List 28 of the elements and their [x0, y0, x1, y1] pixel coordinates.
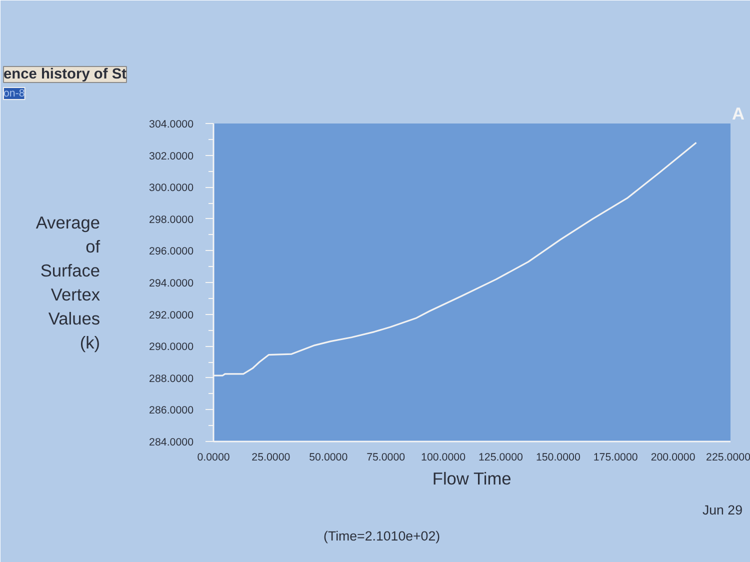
y-tick-label: 290.0000 [149, 341, 194, 354]
y-tick-label: 302.0000 [149, 150, 194, 162]
x-tick-label: 175.0000 [593, 452, 638, 464]
x-tick-label: 0.0000 [197, 452, 230, 464]
text: Jun 29 [702, 502, 743, 518]
x-tick-label: 150.0000 [536, 452, 580, 464]
y-tick-label: 286.0000 [149, 404, 194, 417]
text: (Time=2.1010e+02) [324, 528, 440, 544]
x-tick-label: 50.0000 [309, 452, 348, 464]
text: ence history of St [4, 66, 127, 82]
y-tick-label: 294.0000 [149, 278, 194, 290]
x-tick-label: 75.0000 [366, 452, 406, 464]
y-tick-label: 296.0000 [149, 246, 194, 258]
y-tick-label: 292.0000 [149, 309, 194, 322]
y-tick-label: 304.0000 [149, 118, 194, 130]
y-tick-label: 300.0000 [149, 182, 194, 194]
y-tick-label: 288.0000 [149, 372, 194, 385]
x-tick-label: 25.0000 [252, 452, 290, 464]
y-tick-label: 298.0000 [149, 214, 194, 226]
x-tick-label: 200.0000 [650, 452, 696, 464]
x-tick-label: 125.0000 [478, 452, 524, 464]
y-tick-label: 284.0000 [149, 436, 194, 448]
x-axis-title: Flow Time [432, 468, 512, 488]
x-tick-label: 100.0000 [421, 452, 466, 464]
x-tick-label: 225.0000 [706, 452, 750, 464]
text: on-8 [4, 88, 25, 100]
text: A [732, 104, 745, 124]
y-axis-title: Average of Surface Vertex Values (k) [36, 212, 100, 352]
